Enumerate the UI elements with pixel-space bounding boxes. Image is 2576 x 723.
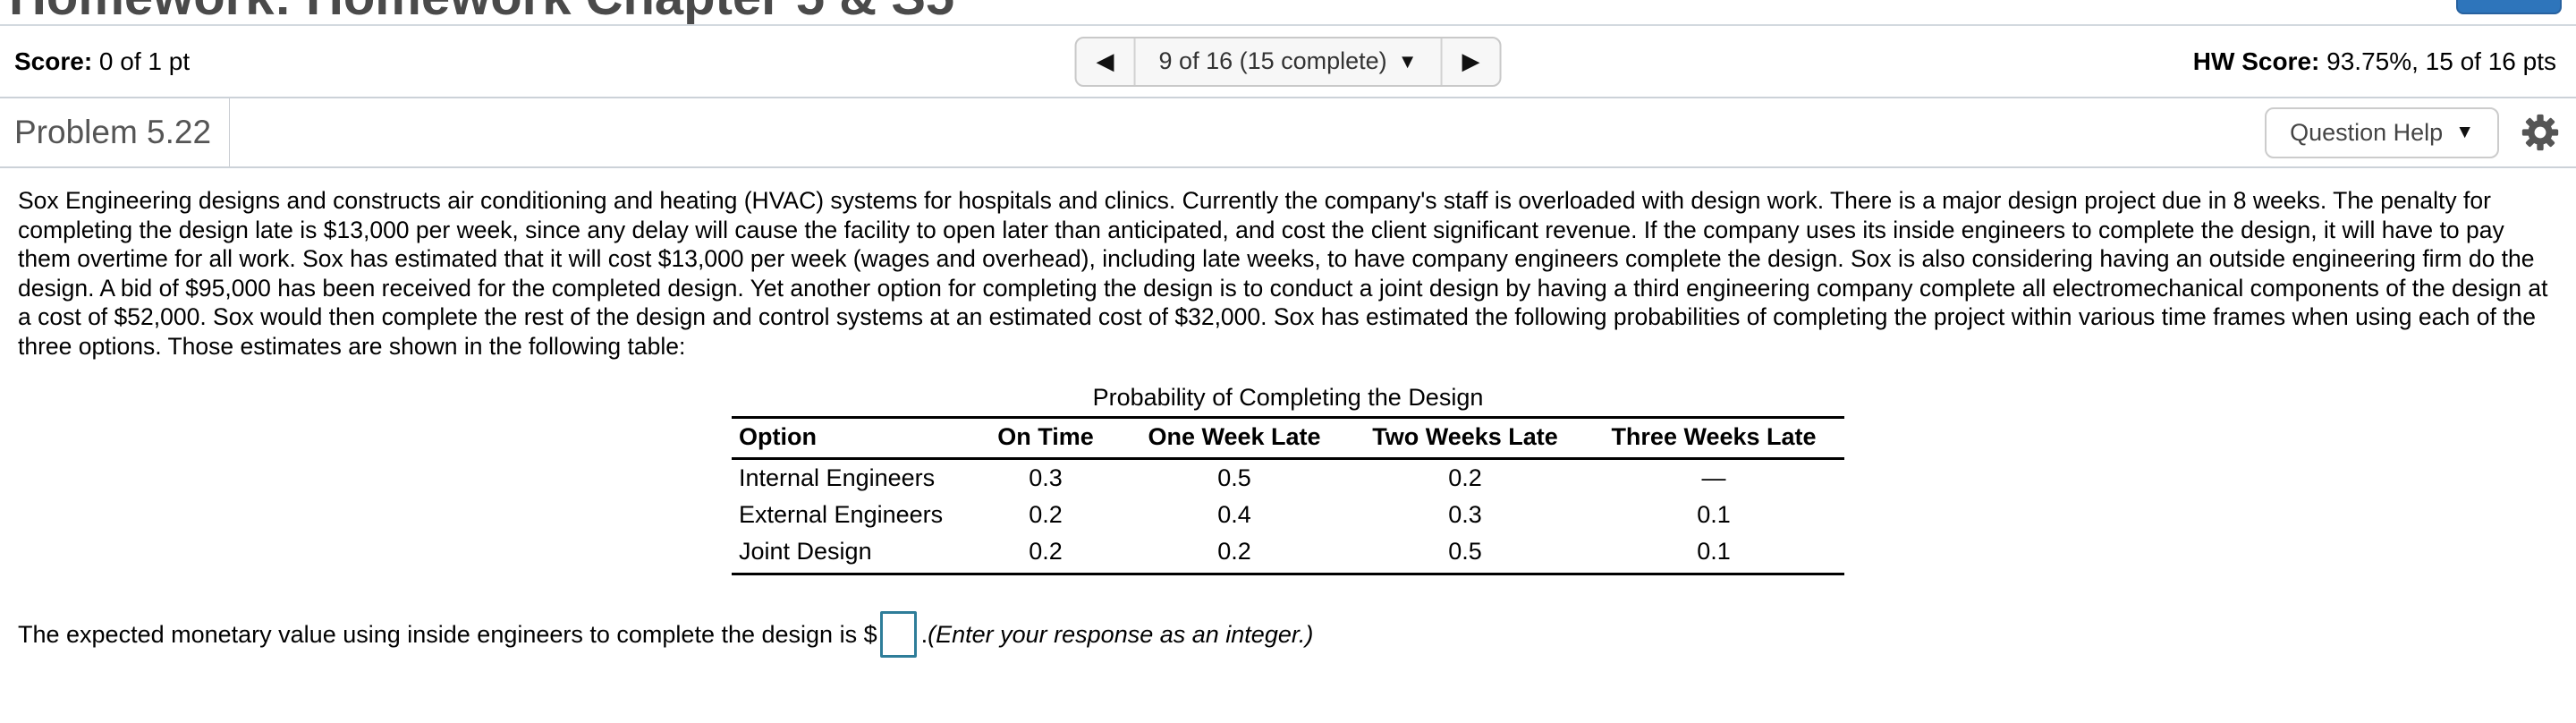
value-cell: 0.1	[1697, 501, 1731, 528]
next-question-button[interactable]: ▶	[1442, 38, 1499, 85]
primary-action-button[interactable]	[2456, 0, 2562, 14]
answer-prompt: The expected monetary value using inside…	[18, 620, 877, 648]
answer-line: The expected monetary value using inside…	[18, 611, 2558, 658]
hw-score-label: HW Score:	[2192, 47, 2320, 75]
question-position-label: 9 of 16 (15 complete)	[1158, 47, 1387, 74]
problem-header-actions: Question Help ▼	[2265, 106, 2576, 158]
value-cell: 0.3	[1448, 501, 1482, 528]
chevron-down-icon: ▼	[2455, 122, 2474, 142]
prev-arrow-icon: ◀	[1096, 47, 1114, 74]
hw-score-text: HW Score: 93.75%, 15 of 16 pts	[2193, 47, 2556, 76]
value-cell: 0.2	[1122, 533, 1347, 575]
value-cell: 0.2	[970, 533, 1122, 575]
value-cell: 0.5	[1347, 533, 1583, 575]
header-divider	[229, 98, 231, 166]
value-cell: 0.1	[1583, 533, 1844, 575]
value-cell: 0.3	[1029, 464, 1063, 491]
score-text: Score: 0 of 1 pt	[14, 47, 190, 76]
answer-separator: .	[920, 620, 928, 648]
column-header: Three Weeks Late	[1583, 416, 1844, 460]
table-row: External Engineers 0.2 0.4 0.3 0.1	[732, 497, 1844, 533]
column-header: One Week Late	[1122, 416, 1347, 460]
score-label: Score:	[14, 47, 93, 75]
column-header: Two Weeks Late	[1347, 416, 1583, 460]
table-row: Internal Engineers 0.3 0.5 0.2 —	[732, 459, 1844, 498]
column-header: Option	[732, 416, 970, 460]
answer-hint: (Enter your response as an integer.)	[928, 620, 1314, 648]
problem-title: Problem 5.22	[14, 114, 212, 150]
score-bar: Score: 0 of 1 pt ◀ 9 of 16 (15 complete)…	[0, 26, 2576, 98]
problem-statement: Sox Engineering designs and constructs a…	[18, 187, 2548, 360]
problem-header: Problem 5.22 Question Help ▼	[0, 98, 2576, 168]
value-cell: 0.4	[1217, 501, 1251, 528]
table-row: Joint Design 0.2 0.2 0.5 0.1	[732, 533, 1844, 575]
probability-table: Option On Time One Week Late Two Weeks L…	[732, 416, 1844, 575]
value-cell: 0.2	[1448, 464, 1482, 491]
question-nav-group: ◀ 9 of 16 (15 complete) ▼ ▶	[1074, 36, 1502, 87]
gear-icon[interactable]	[2521, 113, 2560, 152]
question-position-dropdown[interactable]: 9 of 16 (15 complete) ▼	[1133, 38, 1443, 85]
value-cell: 0.5	[1217, 464, 1251, 491]
answer-input[interactable]	[879, 611, 917, 658]
table-header-row: Option On Time One Week Late Two Weeks L…	[732, 416, 1844, 460]
question-help-button[interactable]: Question Help ▼	[2265, 106, 2499, 158]
problem-content: Sox Engineering designs and constructs a…	[0, 168, 2576, 658]
hw-score-value: 93.75%, 15 of 16 pts	[2319, 47, 2556, 75]
value-cell: 0.2	[1029, 501, 1063, 528]
chevron-down-icon: ▼	[1397, 49, 1418, 72]
next-arrow-icon: ▶	[1462, 47, 1480, 74]
column-header: On Time	[970, 416, 1122, 460]
question-help-label: Question Help	[2290, 118, 2444, 146]
score-value: 0 of 1 pt	[92, 47, 191, 75]
option-cell: External Engineers	[739, 501, 944, 528]
top-title-strip: Homework: Homework Chapter 5 & S5	[0, 0, 2576, 26]
table-title: Probability of Completing the Design	[1092, 384, 1484, 411]
option-cell: Joint Design	[732, 533, 970, 575]
page-title: Homework: Homework Chapter 5 & S5	[9, 0, 954, 23]
prev-question-button[interactable]: ◀	[1077, 38, 1134, 85]
option-cell: Internal Engineers	[739, 464, 936, 491]
probability-table-block: Probability of Completing the Design Opt…	[732, 384, 1844, 575]
value-cell: —	[1701, 464, 1726, 491]
